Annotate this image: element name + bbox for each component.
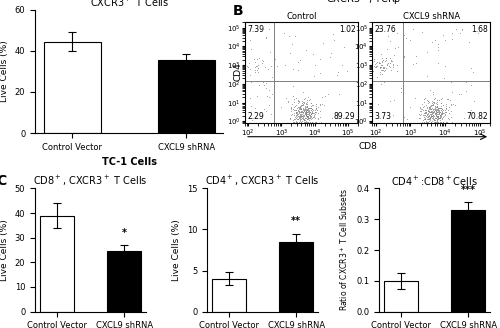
Text: B: B (233, 4, 243, 18)
Y-axis label: Ratio of CXCR3$^+$ T Cell Subsets: Ratio of CXCR3$^+$ T Cell Subsets (339, 189, 350, 311)
Text: CD4: CD4 (234, 62, 242, 81)
Bar (40, 215, 74, 312)
Y-axis label: Live Cells (%): Live Cells (%) (0, 41, 9, 102)
Title: CD8$^+$, CXCR3$^+$ T Cells: CD8$^+$, CXCR3$^+$ T Cells (33, 174, 148, 188)
Bar (280, 242, 313, 312)
Title: CD4$^+$, CXCR3$^+$ T Cells: CD4$^+$, CXCR3$^+$ T Cells (205, 174, 320, 188)
Bar (158, 60, 215, 133)
Title: CXCR3$^+$ T Cells: CXCR3$^+$ T Cells (90, 0, 169, 9)
Y-axis label: Live Cells (%): Live Cells (%) (172, 219, 181, 281)
Bar (384, 281, 418, 312)
Bar (212, 279, 246, 312)
Title: CD4$^+$:CD8$^+$Cells: CD4$^+$:CD8$^+$Cells (391, 174, 478, 188)
Bar (108, 251, 141, 312)
Text: CD8: CD8 (358, 142, 377, 151)
Bar (452, 210, 485, 312)
Bar (44, 42, 100, 133)
Text: CXCR3$^+$, TCRβ$^+$: CXCR3$^+$, TCRβ$^+$ (326, 0, 408, 7)
Text: *: * (122, 228, 126, 238)
Text: C: C (0, 174, 6, 188)
Text: ***: *** (460, 185, 475, 195)
X-axis label: TC-1 Cells: TC-1 Cells (102, 157, 156, 167)
Text: **: ** (291, 216, 301, 226)
Y-axis label: Live Cells (%): Live Cells (%) (0, 219, 9, 281)
